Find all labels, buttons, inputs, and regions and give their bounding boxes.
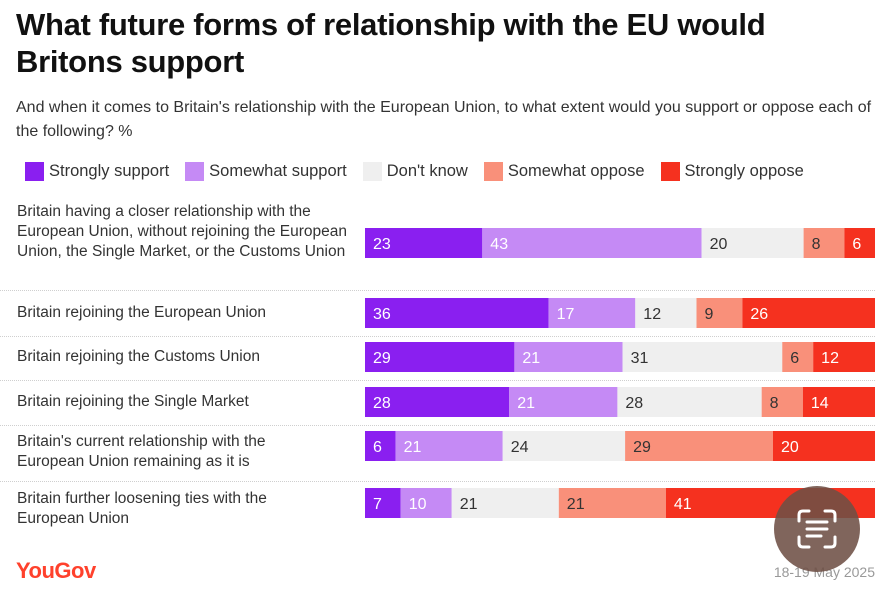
bar-segment [365,431,396,461]
bar-value-label: 23 [373,236,391,253]
chart-subtitle: And when it comes to Britain's relations… [16,99,872,140]
bar-value-label: 6 [373,439,382,456]
row-label: Britain rejoining the Single Market [17,393,249,410]
bar-value-label: 36 [373,306,391,323]
bar-segment [365,387,510,417]
bar-segment [395,431,503,461]
row-divider [0,380,875,381]
bar-value-label: 6 [852,236,861,253]
bar-segment [742,298,875,328]
row-label: Britain rejoining the European Union [17,304,267,321]
row-divider [0,290,875,291]
bar-segment [509,387,618,417]
bar-segment [622,342,783,372]
legend: Strongly support Somewhat support Don't … [25,160,820,182]
bar-segment [635,298,697,328]
row-label: Britain's current relationship with the … [17,433,266,470]
bar-value-label: 20 [710,236,728,253]
bar-segment [813,342,875,372]
row-divider [0,481,875,482]
bar-value-label: 8 [812,236,821,253]
row-label: Britain further loosening ties with the … [17,490,267,527]
legend-item-somewhat-oppose: Somewhat oppose [483,161,645,181]
bar-segment [782,342,814,372]
bar-value-label: 41 [674,496,692,513]
bar-value-label: 8 [770,395,779,412]
bar-value-label: 21 [404,439,422,456]
bar-segment [514,342,623,372]
bar-value-label: 21 [522,350,540,367]
legend-swatch [483,161,503,181]
bar-segment [773,431,875,461]
text-scan-button[interactable] [774,486,860,572]
legend-swatch [25,161,44,181]
bar-value-label: 26 [750,306,768,323]
bar-segment [482,228,702,258]
legend-swatch [660,161,680,181]
bar-segment [617,387,762,417]
bar-value-label: 31 [631,350,649,367]
bar-value-label: 43 [490,236,508,253]
bar-value-label: 28 [373,395,391,412]
yougov-logo: YouGov [16,558,96,583]
bar-segment [803,228,845,258]
bar-value-label: 28 [625,395,643,412]
bar-value-label: 21 [460,496,478,513]
bar-segment [400,488,452,518]
bar-segment [761,387,803,417]
bar-segment [502,431,626,461]
legend-item-somewhat-support: Somewhat support [185,161,347,181]
bar-segment [365,228,483,258]
bar-segment [625,431,773,461]
legend-item-dont-know: Don't know [362,161,468,181]
row-divider [0,336,875,337]
bar-value-label: 12 [821,350,839,367]
bar-value-label: 6 [790,350,799,367]
legend-label: Somewhat oppose [507,161,645,180]
bar-value-label: 17 [557,306,575,323]
bar-value-label: 29 [373,350,391,367]
bar-segment [365,342,515,372]
bar-value-label: 21 [567,496,585,513]
bar-segment [548,298,636,328]
bar-segment [365,298,549,328]
bar-value-label: 29 [633,439,651,456]
legend-label: Strongly support [49,161,170,180]
bar-value-label: 7 [373,496,382,513]
bar-segment [451,488,559,518]
bar-segment [701,228,804,258]
row-label: Britain rejoining the Customs Union [17,348,260,365]
bar-segment [844,228,875,258]
legend-item-strongly-support: Strongly support [25,161,170,181]
bar-segment [802,387,875,417]
text-scan-icon [797,509,837,549]
bar-value-label: 9 [705,306,714,323]
legend-label: Somewhat support [209,161,347,180]
row-label: Britain having a closer relationship wit… [17,203,348,260]
legend-swatch [362,161,382,181]
bar-segment [558,488,666,518]
bar-value-label: 20 [781,439,799,456]
bar-segment [365,488,401,518]
legend-label: Don't know [386,161,468,180]
legend-item-strongly-oppose: Strongly oppose [660,161,804,181]
bar-value-label: 21 [517,395,535,412]
bar-segment [696,298,743,328]
bar-value-label: 24 [511,439,529,456]
legend-label: Strongly oppose [684,161,804,180]
chart-title: What future forms of relationship with t… [16,7,766,79]
row-divider [0,425,875,426]
bar-value-label: 12 [643,306,661,323]
legend-swatch [185,161,205,181]
bar-value-label: 10 [409,496,427,513]
bar-value-label: 14 [811,395,829,412]
